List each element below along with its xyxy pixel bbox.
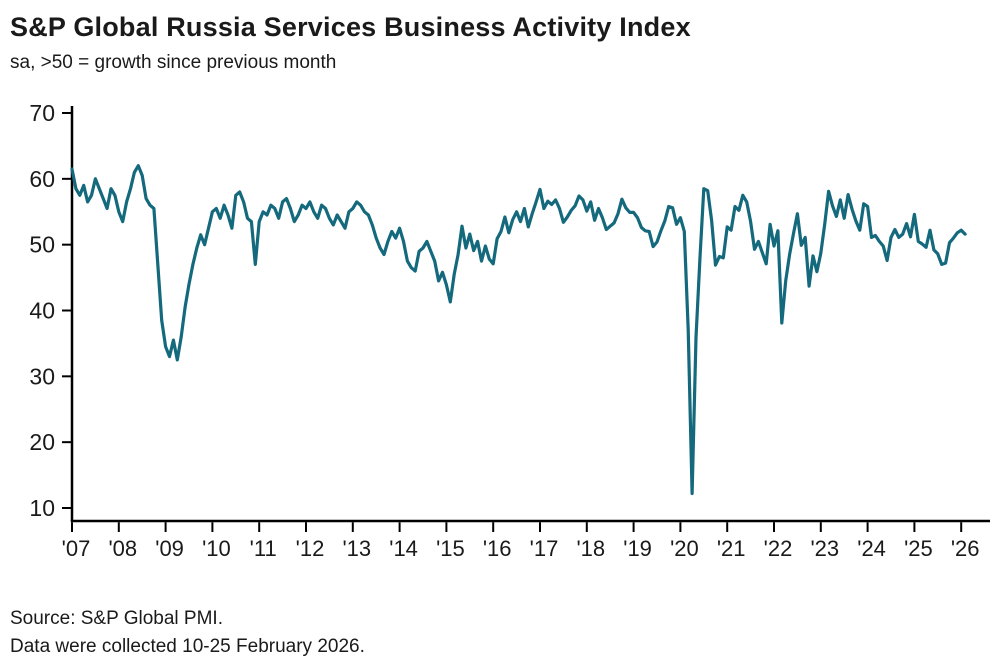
x-tick-label: '25 — [904, 536, 933, 561]
x-tick-label: '26 — [951, 536, 980, 561]
y-tick-label: 40 — [29, 298, 55, 324]
y-tick-label: 20 — [29, 429, 55, 455]
x-tick-label: '10 — [202, 536, 231, 561]
y-tick-label: 70 — [29, 100, 55, 126]
x-tick-label: '13 — [342, 536, 371, 561]
x-tick-label: '16 — [483, 536, 512, 561]
chart-subtitle: sa, >50 = growth since previous month — [10, 52, 337, 73]
x-tick-label: '18 — [576, 536, 605, 561]
axes — [70, 106, 990, 523]
x-tick-label: '23 — [810, 536, 839, 561]
x-tick-label: '19 — [623, 536, 652, 561]
x-tick-label: '17 — [530, 536, 559, 561]
chart-title: S&P Global Russia Services Business Acti… — [10, 12, 691, 42]
y-tick-label: 50 — [29, 232, 55, 258]
x-tick-label: '07 — [62, 536, 91, 561]
x-axis-ticks: '07 '08 '09 '10 '11 '12 '13 '14 '15 '16 '17 '18 '19 '… — [62, 522, 980, 561]
x-tick-label: '22 — [764, 536, 793, 561]
x-tick-label: '08 — [108, 536, 137, 561]
x-tick-label: '09 — [155, 536, 184, 561]
y-tick-label: 30 — [29, 363, 55, 389]
y-axis-ticks: 10 20 30 40 50 60 70 — [29, 100, 72, 521]
series-line — [70, 164, 967, 496]
x-tick-label: '11 — [250, 536, 277, 561]
source-line: Source: S&P Global PMI. — [10, 608, 223, 629]
y-tick-label: 60 — [29, 166, 55, 192]
x-tick-label: '20 — [670, 536, 699, 561]
collection-note: Data were collected 10-25 February 2026. — [10, 636, 365, 657]
x-tick-label: '24 — [857, 536, 886, 561]
x-tick-label: '14 — [389, 536, 418, 561]
x-tick-label: '12 — [296, 536, 325, 561]
x-tick-label: '15 — [436, 536, 465, 561]
y-tick-label: 10 — [29, 495, 55, 521]
x-tick-label: '21 — [717, 536, 746, 561]
